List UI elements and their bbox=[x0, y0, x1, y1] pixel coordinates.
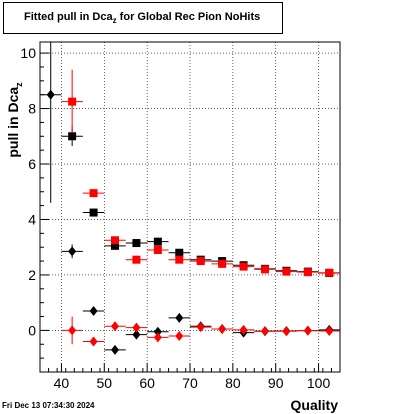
y-tick-label: 6 bbox=[28, 156, 36, 172]
x-tick-label: 60 bbox=[139, 375, 155, 391]
data-point-diamond bbox=[303, 325, 312, 336]
data-point-diamond bbox=[218, 324, 227, 335]
data-point-diamond bbox=[111, 344, 119, 355]
series-1 bbox=[61, 69, 340, 277]
ticks-layer: 40 50 60 70 80 90 100 0 2 4 6 8 10 bbox=[20, 45, 341, 391]
data-point-square bbox=[68, 132, 77, 141]
data-point-diamond bbox=[68, 246, 77, 257]
data-point-square bbox=[325, 268, 334, 277]
data-point-square bbox=[175, 248, 184, 257]
data-point-square bbox=[303, 268, 312, 277]
data-point-square bbox=[111, 241, 119, 250]
data-point-diamond bbox=[325, 325, 334, 336]
x-tick-label: 40 bbox=[54, 375, 70, 391]
data-point-square bbox=[239, 262, 248, 271]
data-point-diamond bbox=[111, 321, 119, 332]
data-point-diamond bbox=[282, 326, 291, 337]
data-point-square bbox=[175, 255, 184, 264]
series-0 bbox=[61, 126, 340, 277]
data-point-diamond bbox=[196, 322, 205, 333]
y-tick-label: 0 bbox=[28, 322, 36, 338]
chart-title: Fitted pull in Dcaz for Global Rec Pion … bbox=[24, 11, 260, 25]
x-tick-label: 50 bbox=[96, 375, 112, 391]
y-tick-label: 8 bbox=[28, 101, 36, 117]
x-tick-label: 90 bbox=[268, 375, 284, 391]
data-point-square bbox=[132, 255, 141, 264]
data-point-diamond bbox=[89, 305, 98, 316]
data-point-diamond bbox=[261, 325, 269, 336]
data-point-square bbox=[111, 236, 119, 245]
x-axis-label: Quality bbox=[291, 397, 339, 413]
data-point-square bbox=[89, 208, 98, 217]
chart-title-rest: for Global Rec Pion NoHits bbox=[116, 11, 261, 23]
data-point-diamond bbox=[89, 336, 98, 347]
y-axis-label: pull in Dcaz bbox=[5, 82, 24, 158]
footer-timestamp: Fri Dec 13 07:34:30 2024 bbox=[2, 401, 95, 410]
chart-title-main: Fitted pull in Dca bbox=[24, 11, 113, 23]
y-tick-label: 4 bbox=[28, 211, 36, 227]
data-point-diamond bbox=[239, 324, 248, 335]
x-tick-label: 70 bbox=[182, 375, 198, 391]
x-tick-label: 80 bbox=[225, 375, 241, 391]
data-point-square bbox=[218, 259, 227, 268]
data-point-diamond bbox=[175, 330, 184, 341]
data-point-diamond bbox=[132, 322, 141, 333]
data-point-square bbox=[282, 267, 291, 276]
x-tick-label: 100 bbox=[307, 375, 331, 391]
data-point-diamond bbox=[153, 326, 162, 337]
data-point-square bbox=[132, 239, 141, 248]
y-axis-label-subscript: z bbox=[14, 82, 24, 87]
data-point-diamond bbox=[175, 312, 184, 323]
data-point-diamond bbox=[68, 325, 77, 336]
data-layer bbox=[40, 42, 340, 355]
grid-layer bbox=[40, 42, 340, 372]
data-point-square bbox=[153, 237, 162, 246]
data-point-square bbox=[89, 189, 98, 198]
data-point-square bbox=[153, 245, 162, 254]
data-point-square bbox=[68, 97, 77, 106]
y-tick-label: 10 bbox=[20, 45, 36, 61]
svg-text:pull in Dcaz: pull in Dcaz bbox=[5, 82, 24, 158]
series-3 bbox=[61, 316, 340, 347]
data-point-square bbox=[261, 265, 269, 274]
y-tick-label: 2 bbox=[28, 267, 36, 283]
data-point-diamond bbox=[153, 332, 162, 343]
data-point-square bbox=[196, 257, 205, 266]
chart-title-subscript: z bbox=[112, 16, 117, 26]
data-point-diamond bbox=[46, 89, 55, 100]
data-point-diamond bbox=[132, 329, 141, 340]
title-box: Fitted pull in Dcaz for Global Rec Pion … bbox=[3, 2, 283, 34]
